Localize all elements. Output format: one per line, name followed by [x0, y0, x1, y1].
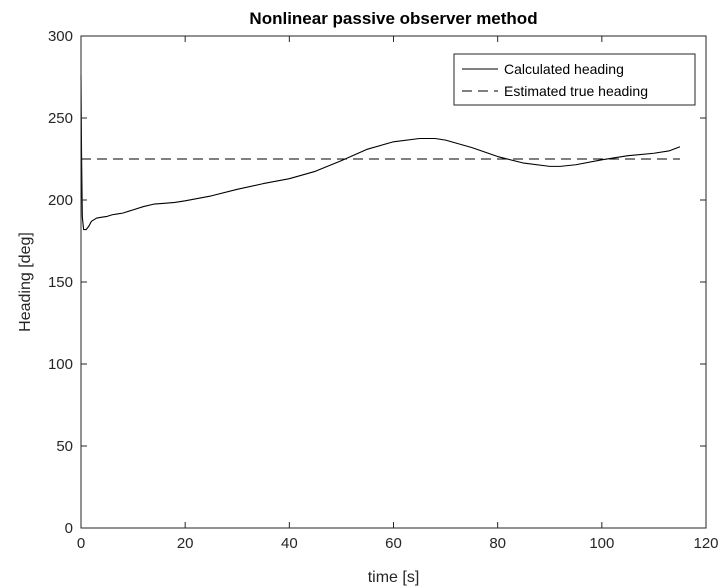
x-axis-label: time [s]: [368, 569, 420, 586]
y-tick-label: 100: [48, 356, 73, 373]
legend-label-1: Calculated heading: [504, 61, 624, 77]
chart-title: Nonlinear passive observer method: [249, 9, 537, 28]
x-tick-label: 60: [385, 535, 402, 552]
y-tick-label: 150: [48, 274, 73, 291]
axes-layer: 0 20 40 60 80 100 120 0 50 100 150 200 250 300: [48, 28, 719, 552]
x-tick-label: 120: [693, 535, 718, 552]
y-tick-label: 0: [65, 520, 73, 537]
y-tick-label: 200: [48, 192, 73, 209]
x-tick-label: 100: [589, 535, 614, 552]
plot-background: [81, 36, 706, 528]
x-tick-label: 40: [281, 535, 298, 552]
y-tick-label: 250: [48, 110, 73, 127]
x-tick-label: 20: [177, 535, 194, 552]
y-axis-label: Heading [deg]: [17, 232, 34, 332]
x-tick-label: 0: [77, 535, 85, 552]
plot-area: [81, 36, 706, 528]
y-tick-label: 50: [56, 438, 73, 455]
legend-box: [453, 53, 696, 106]
y-tick-label: 300: [48, 28, 73, 45]
legend-label-2: Estimated true heading: [504, 83, 648, 99]
legend: Calculated heading Estimated true heading: [453, 53, 696, 106]
series-line-1: [80, 75, 681, 231]
series-layer: [80, 75, 681, 231]
x-tick-label: 80: [489, 535, 506, 552]
